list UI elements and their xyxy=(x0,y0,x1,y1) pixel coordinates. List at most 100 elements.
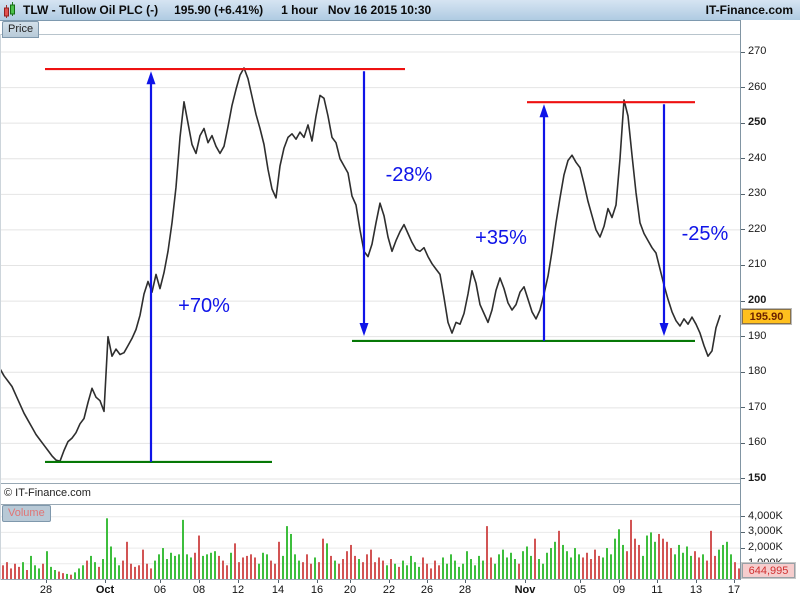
volume-bar xyxy=(718,549,720,579)
time-tick-label: 11 xyxy=(651,584,663,596)
tab-volume[interactable]: Volume xyxy=(2,505,51,522)
volume-bar xyxy=(154,560,156,579)
time-tick-label: 06 xyxy=(153,584,167,596)
time-tick xyxy=(160,580,161,583)
percent-label[interactable]: -25% xyxy=(682,223,729,245)
volume-bar xyxy=(30,555,32,579)
time-tick xyxy=(427,580,428,583)
time-tick xyxy=(317,580,318,583)
volume-bar xyxy=(374,562,376,579)
volume-bar xyxy=(686,546,688,579)
price-tick-label: 150 xyxy=(748,471,767,484)
time-tick xyxy=(580,580,581,583)
time-tick xyxy=(389,580,390,583)
volume-bar xyxy=(266,554,268,579)
price-tick-dash xyxy=(741,336,745,338)
volume-bar xyxy=(662,538,664,579)
time-tick xyxy=(696,580,697,583)
price-tick-dash xyxy=(741,51,745,53)
volume-bar xyxy=(122,560,124,579)
volume-bar xyxy=(514,559,516,579)
volume-bar xyxy=(22,562,24,579)
volume-bar xyxy=(578,554,580,579)
volume-bar xyxy=(246,555,248,579)
volume-bar xyxy=(262,552,264,579)
price-tick-dash xyxy=(741,300,745,302)
volume-bar xyxy=(414,562,416,579)
volume-bar xyxy=(562,544,564,579)
time-tick-label: 05 xyxy=(573,584,587,596)
volume-bar xyxy=(170,552,172,579)
volume-bar xyxy=(150,568,152,579)
volume-bar xyxy=(538,559,540,579)
volume-bar xyxy=(234,543,236,579)
volume-bar xyxy=(326,543,328,579)
volume-bar xyxy=(238,562,240,579)
volume-bar xyxy=(550,548,552,579)
volume-bar xyxy=(306,554,308,579)
volume-bar xyxy=(426,563,428,579)
volume-bar xyxy=(630,519,632,579)
price-tick-label: 220 xyxy=(748,222,767,235)
price-tick-dash xyxy=(741,87,745,89)
volume-chart-area[interactable] xyxy=(0,505,741,579)
price-tick-label: 270 xyxy=(748,45,767,57)
volume-bar xyxy=(186,554,188,579)
volume-bar xyxy=(278,541,280,579)
volume-bar xyxy=(678,544,680,579)
percent-label[interactable]: +35% xyxy=(475,227,527,249)
price-chart-area[interactable]: +70% -28% +35% -25% xyxy=(0,35,741,483)
volume-bar xyxy=(722,544,724,579)
volume-bar xyxy=(18,566,20,579)
volume-bar xyxy=(462,563,464,579)
volume-bar xyxy=(330,555,332,579)
volume-bar xyxy=(734,562,736,579)
volume-bar xyxy=(642,555,644,579)
volume-bar xyxy=(610,554,612,579)
price-tick-label: 210 xyxy=(748,258,767,271)
volume-panel-bottom-border xyxy=(0,579,741,580)
volume-bar xyxy=(38,568,40,579)
volume-bar xyxy=(434,560,436,579)
measure-arrow-head xyxy=(659,322,669,336)
volume-bar xyxy=(174,555,176,579)
volume-bar xyxy=(342,559,344,579)
volume-bar xyxy=(654,541,656,579)
volume-bar xyxy=(254,557,256,579)
volume-bar xyxy=(458,566,460,579)
time-tick-label: 22 xyxy=(382,584,396,596)
price-tick-label: 200 xyxy=(748,294,767,307)
volume-bar xyxy=(614,538,616,579)
volume-bar xyxy=(626,551,628,579)
volume-bar xyxy=(90,555,92,579)
volume-bar xyxy=(286,526,288,579)
volume-bar xyxy=(390,559,392,579)
tab-price[interactable]: Price xyxy=(2,21,40,38)
volume-bar xyxy=(486,526,488,579)
volume-bar xyxy=(530,555,532,579)
volume-bar xyxy=(382,560,384,579)
volume-bar xyxy=(574,548,576,579)
volume-bar xyxy=(290,533,292,579)
time-tick xyxy=(619,580,620,583)
price-tick-dash xyxy=(741,407,745,409)
volume-bar xyxy=(606,548,608,579)
volume-bar xyxy=(218,555,220,579)
time-tick xyxy=(465,580,466,583)
time-tick-label: 08 xyxy=(192,584,206,596)
percent-label[interactable]: +70% xyxy=(178,295,230,317)
volume-bar xyxy=(58,571,60,579)
volume-tick-label: 2,000K xyxy=(748,541,783,554)
volume-bar xyxy=(142,549,144,579)
volume-bar xyxy=(126,541,128,579)
volume-tick-dash xyxy=(741,516,745,518)
price-tick-dash xyxy=(741,371,745,373)
volume-tick-label: 3,000K xyxy=(748,525,783,538)
volume-bar xyxy=(86,560,88,579)
volume-bar xyxy=(14,563,16,579)
time-tick-label: 16 xyxy=(310,584,324,596)
current-volume-marker: 644,995 xyxy=(741,562,796,579)
candlestick-icon xyxy=(4,1,15,18)
percent-label[interactable]: -28% xyxy=(386,164,433,186)
volume-bar xyxy=(442,557,444,579)
